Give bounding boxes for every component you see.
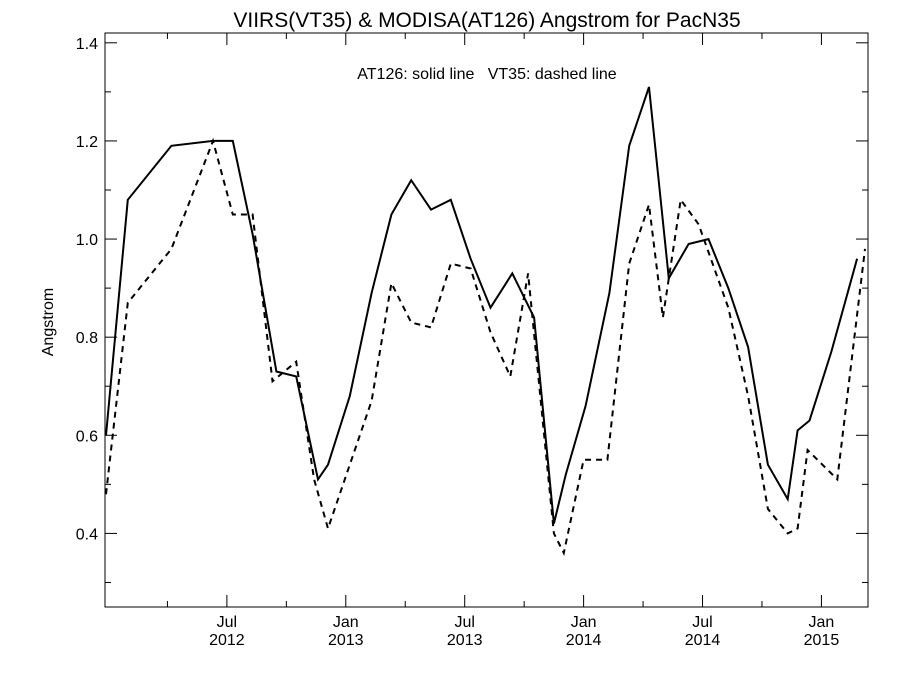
x-tick-label-month: Jan bbox=[809, 614, 835, 631]
y-tick-label: 1.0 bbox=[76, 232, 98, 249]
x-tick-label-year: 2015 bbox=[804, 632, 840, 649]
x-axis-ticks: Jul2012Jan2013Jul2013Jan2014Jul2014Jan20… bbox=[166, 33, 840, 649]
y-axis-ticks: 0.4 0.6 0.8 1.0 1.2 1.4 bbox=[76, 36, 868, 583]
y-tick-label: 1.4 bbox=[76, 36, 98, 53]
x-tick-label-year: 2014 bbox=[566, 632, 602, 649]
x-tick-label-month: Jan bbox=[333, 614, 359, 631]
x-tick-label-year: 2014 bbox=[685, 632, 721, 649]
x-tick-label-month: Jul bbox=[692, 614, 712, 631]
x-tick-label-year: 2013 bbox=[447, 632, 483, 649]
y-tick-label: 0.8 bbox=[76, 330, 98, 347]
series-line-vt35 bbox=[105, 137, 866, 556]
y-tick-label: 1.2 bbox=[76, 134, 98, 151]
plot-frame bbox=[104, 32, 869, 608]
x-tick-label-year: 2013 bbox=[328, 632, 364, 649]
line-style-annotation: AT126: solid line VT35: dashed line bbox=[357, 66, 617, 83]
y-tick-label: 0.6 bbox=[76, 428, 98, 445]
y-axis-label: Angstrom bbox=[40, 288, 57, 356]
series-layer bbox=[105, 86, 866, 556]
x-tick-label-year: 2012 bbox=[209, 632, 245, 649]
x-tick-label-month: Jul bbox=[454, 614, 474, 631]
series-line-at126 bbox=[105, 86, 859, 524]
y-tick-label: 0.4 bbox=[76, 526, 98, 543]
x-tick-label-month: Jul bbox=[217, 614, 237, 631]
x-tick-label-month: Jan bbox=[571, 614, 597, 631]
chart-title: VIIRS(VT35) & MODISA(AT126) Angstrom for… bbox=[233, 9, 740, 32]
